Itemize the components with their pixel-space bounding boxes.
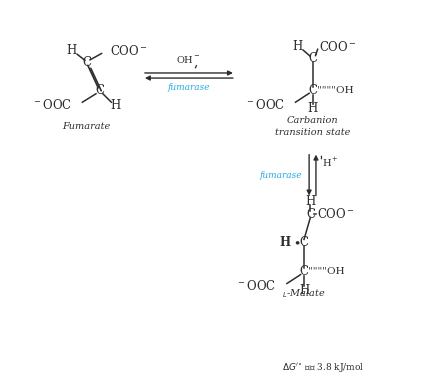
Text: H: H	[279, 236, 290, 249]
Text: COO$^-$: COO$^-$	[319, 40, 357, 54]
Text: C: C	[82, 56, 91, 69]
Text: C: C	[308, 52, 317, 65]
Text: C: C	[306, 207, 315, 220]
Text: fumarase: fumarase	[259, 170, 302, 180]
Text: H$^+$: H$^+$	[322, 156, 338, 169]
Text: H: H	[293, 40, 303, 53]
Text: H: H	[66, 45, 77, 58]
Text: """"OH: """"OH	[308, 267, 345, 276]
Text: C: C	[299, 265, 308, 278]
Text: $^-$OOC: $^-$OOC	[245, 98, 285, 112]
Text: C: C	[299, 236, 308, 249]
Text: H: H	[305, 195, 315, 208]
Text: $^-$OOC: $^-$OOC	[32, 98, 72, 112]
Text: fumarase: fumarase	[168, 83, 210, 92]
Text: COO$^-$: COO$^-$	[110, 44, 148, 58]
Text: Carbanion
transition state: Carbanion transition state	[275, 116, 350, 137]
Text: H: H	[111, 99, 121, 112]
Text: H: H	[308, 102, 317, 115]
Text: C: C	[308, 84, 317, 97]
Text: $\Delta G'^{\circ}$ 约平 3.8 kJ/mol: $\Delta G'^{\circ}$ 约平 3.8 kJ/mol	[281, 361, 364, 374]
Text: COO$^-$: COO$^-$	[317, 207, 355, 221]
Text: Fumarate: Fumarate	[63, 122, 111, 131]
Text: """"OH: """"OH	[317, 86, 353, 95]
Text: OH$^-$: OH$^-$	[176, 54, 201, 65]
Text: H: H	[299, 284, 309, 297]
Text: C: C	[95, 84, 104, 97]
Text: $_L$-Malate: $_L$-Malate	[282, 287, 326, 300]
Text: $^-$OOC: $^-$OOC	[236, 280, 276, 293]
